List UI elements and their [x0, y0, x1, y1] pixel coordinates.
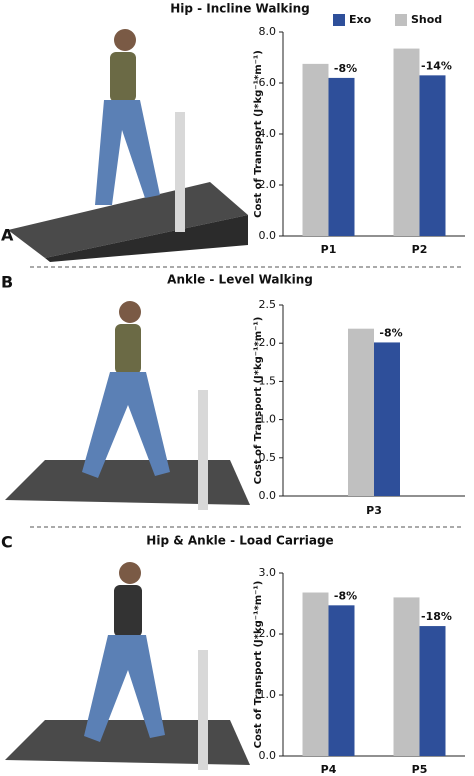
panel-label: B [1, 273, 13, 292]
y-tick-label: 1.0 [259, 413, 277, 426]
panel-label: C [1, 533, 13, 552]
chart-title: Ankle - Level Walking [167, 273, 313, 287]
y-axis-label: Cost of Transport (J*kg⁻¹*m⁻¹) [253, 581, 264, 749]
x-tick-label: P1 [321, 243, 337, 256]
bar [393, 597, 420, 756]
y-tick-label: 3.0 [259, 566, 277, 579]
annotation: -8% [379, 326, 402, 339]
x-tick-label: P5 [412, 763, 428, 776]
legend-label: Shod [411, 13, 442, 26]
bar [302, 63, 329, 236]
y-tick-label: 0.0 [259, 229, 277, 242]
panel-label: A [1, 226, 14, 245]
photo [5, 562, 250, 770]
bar [393, 48, 420, 237]
legend-label: Exo [349, 13, 372, 26]
x-tick-label: P3 [366, 504, 382, 517]
x-tick-label: P2 [412, 243, 428, 256]
bar [419, 626, 446, 756]
legend-swatch [333, 14, 345, 26]
chart-title: Hip - Incline Walking [170, 2, 310, 16]
y-tick-label: 0.0 [259, 489, 277, 502]
bar [302, 592, 329, 756]
y-tick-label: 2.0 [259, 627, 277, 640]
y-tick-label: 6.0 [259, 76, 277, 89]
annotation: -18% [421, 610, 452, 623]
legend-swatch [395, 14, 407, 26]
y-tick-label: 0.0 [259, 749, 277, 762]
bar [328, 77, 355, 237]
bar [328, 605, 355, 756]
annotation: -8% [334, 589, 357, 602]
y-tick-label: 1.0 [259, 688, 277, 701]
annotation: -14% [421, 59, 452, 72]
y-axis-label: Cost of Transport (J*kg⁻¹*m⁻¹) [253, 50, 264, 218]
y-tick-label: 8.0 [259, 25, 277, 38]
y-tick-label: 2.5 [259, 298, 277, 311]
bar [419, 75, 446, 236]
y-tick-label: 4.0 [259, 127, 277, 140]
photo [5, 301, 250, 510]
y-tick-label: 0.5 [259, 451, 277, 464]
photo [8, 29, 248, 262]
x-tick-label: P4 [321, 763, 337, 776]
y-tick-label: 2.0 [259, 336, 277, 349]
chart-title: Hip & Ankle - Load Carriage [146, 534, 333, 548]
y-tick-label: 1.5 [259, 374, 277, 387]
y-tick-label: 2.0 [259, 178, 277, 191]
bar [348, 328, 374, 496]
y-axis-label: Cost of Transport (J*kg⁻¹*m⁻¹) [253, 317, 264, 485]
bar [374, 342, 400, 496]
annotation: -8% [334, 62, 357, 75]
